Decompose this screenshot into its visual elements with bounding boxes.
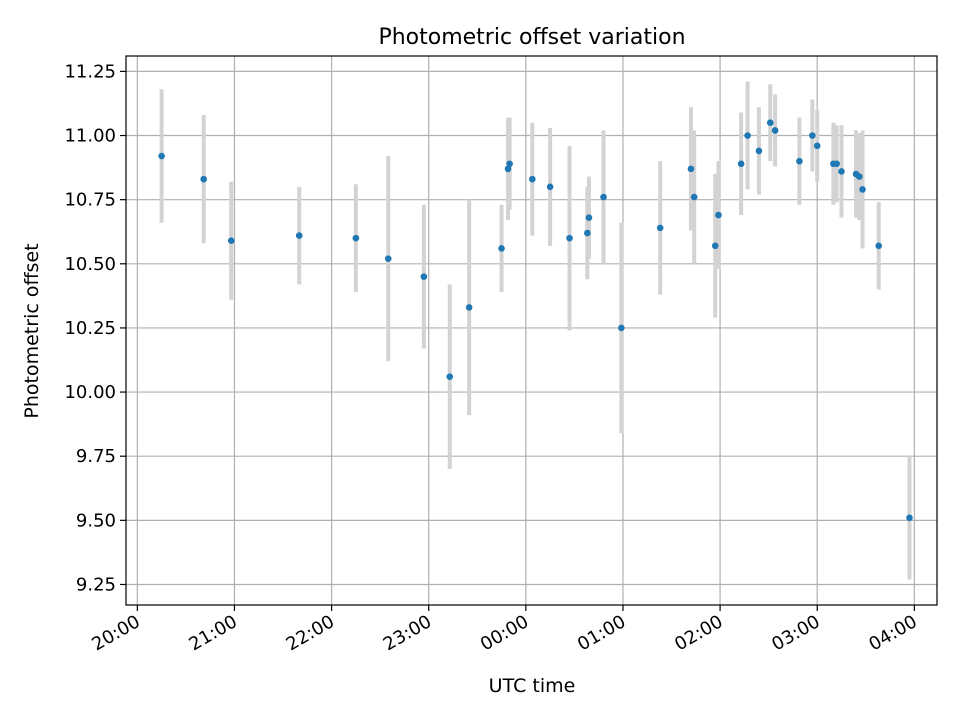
data-point [506, 160, 513, 168]
y-tick-label: 10.75 [64, 190, 116, 211]
data-point [504, 165, 512, 173]
data-point [465, 304, 473, 311]
data-point [600, 193, 607, 201]
y-tick-label: 10.25 [64, 318, 116, 339]
data-point [838, 168, 845, 175]
data-point [859, 186, 866, 193]
x-axis-label: UTC time [489, 675, 576, 697]
x-tick-label: 20:00 [88, 611, 143, 655]
data-point [813, 142, 821, 150]
data-point [546, 183, 554, 191]
y-tick-label: 9.50 [76, 510, 116, 531]
data-point [566, 234, 573, 242]
data-point [855, 173, 863, 180]
y-tick-label: 9.25 [76, 574, 116, 595]
x-tick-label: 01:00 [574, 611, 629, 655]
data-point [158, 152, 165, 160]
chart-title: Photometric offset variation [378, 25, 685, 50]
data-point [690, 193, 698, 201]
y-tick-label: 10.50 [64, 254, 116, 275]
data-point [498, 245, 505, 252]
data-point [737, 160, 745, 168]
data-point [227, 237, 235, 245]
data-point [618, 324, 625, 332]
x-axis-ticks: 20:00 21:00 22:00 23:00 00:00 01:00 02:00 03:00… [88, 605, 921, 655]
data-point [584, 229, 591, 237]
y-tick-label: 10.00 [64, 382, 116, 403]
data-point [809, 132, 816, 139]
data-point [771, 127, 779, 134]
data-point [656, 224, 664, 232]
x-tick-label: 02:00 [671, 611, 726, 655]
data-point [875, 242, 883, 250]
x-tick-label: 03:00 [768, 611, 823, 655]
plot-frame [125, 55, 938, 606]
x-tick-label: 21:00 [186, 611, 241, 655]
y-tick-label: 11.00 [64, 126, 116, 147]
data-point [711, 242, 719, 250]
x-tick-label: 22:00 [283, 611, 338, 655]
data-point [687, 165, 695, 173]
data-point [744, 132, 751, 139]
data-point [766, 119, 774, 127]
data-point [906, 514, 913, 522]
y-tick-label: 9.75 [76, 446, 116, 467]
data-point [200, 175, 208, 183]
y-axis-label: Photometric offset [21, 243, 43, 418]
data-point [529, 175, 536, 183]
data-points [158, 119, 913, 522]
y-tick-label: 11.25 [64, 61, 116, 82]
data-point [755, 147, 763, 155]
data-point [585, 214, 593, 221]
data-point [384, 255, 392, 262]
x-tick-label: 04:00 [865, 611, 920, 655]
error-bars [159, 81, 912, 580]
data-point [295, 232, 303, 239]
x-tick-label: 00:00 [477, 611, 532, 655]
data-point [715, 211, 722, 219]
data-point [796, 157, 803, 165]
data-point [833, 160, 840, 168]
data-point [420, 273, 428, 280]
y-axis-ticks: 9.25 9.50 9.75 10.00 10.25 10.50 10.75 11.00 11.… [64, 61, 126, 595]
x-tick-label: 23:00 [380, 611, 435, 655]
data-point [446, 373, 454, 380]
data-point [352, 234, 360, 242]
